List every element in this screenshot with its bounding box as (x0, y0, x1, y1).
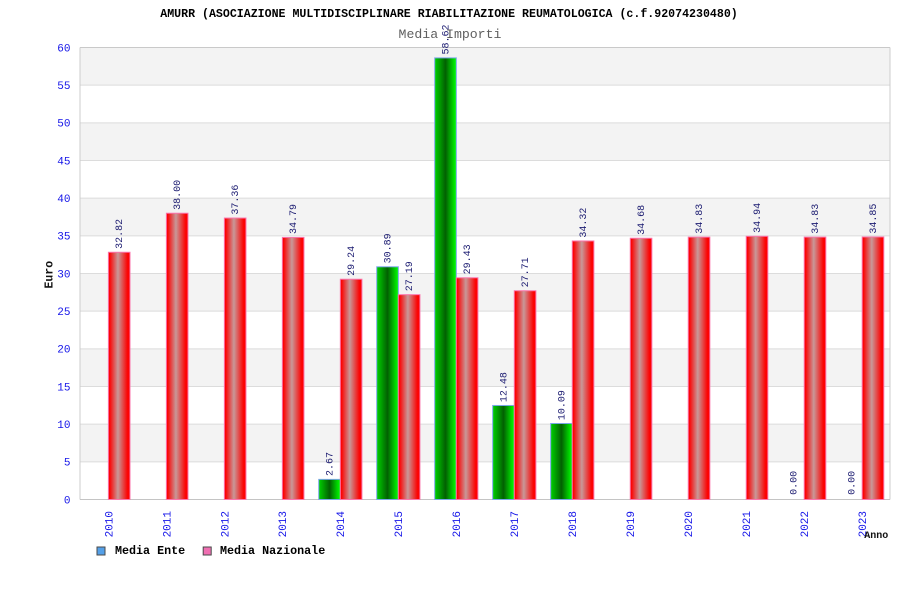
svg-text:2023: 2023 (858, 511, 870, 537)
svg-text:2018: 2018 (568, 511, 580, 537)
svg-text:0.00: 0.00 (847, 471, 858, 495)
svg-text:2010: 2010 (104, 511, 116, 537)
svg-text:34.83: 34.83 (695, 204, 706, 234)
svg-text:27.71: 27.71 (521, 257, 532, 287)
svg-text:2020: 2020 (684, 511, 696, 537)
svg-text:27.19: 27.19 (405, 261, 416, 291)
svg-text:38.00: 38.00 (173, 180, 184, 210)
svg-text:30.89: 30.89 (383, 233, 394, 263)
svg-text:32.82: 32.82 (115, 219, 126, 249)
svg-text:34.83: 34.83 (811, 204, 822, 234)
svg-text:Anno: Anno (864, 531, 888, 542)
svg-text:10: 10 (57, 420, 70, 432)
svg-text:0: 0 (64, 495, 71, 507)
svg-text:Euro: Euro (44, 261, 57, 289)
svg-text:34.79: 34.79 (289, 204, 300, 234)
svg-text:AMURR (ASOCIAZIONE MULTIDISCIP: AMURR (ASOCIAZIONE MULTIDISCIPLINARE RIA… (160, 8, 737, 21)
svg-text:2021: 2021 (742, 511, 754, 538)
svg-text:2022: 2022 (800, 511, 812, 537)
svg-text:12.48: 12.48 (499, 372, 510, 402)
svg-text:2013: 2013 (278, 511, 290, 537)
svg-text:55: 55 (57, 81, 70, 93)
svg-text:2012: 2012 (220, 511, 232, 537)
svg-text:58.62: 58.62 (441, 24, 452, 54)
svg-text:29.43: 29.43 (463, 244, 474, 274)
svg-text:60: 60 (57, 43, 70, 55)
svg-text:2016: 2016 (452, 511, 464, 537)
svg-text:25: 25 (57, 307, 70, 319)
svg-text:45: 45 (57, 156, 70, 168)
svg-text:2011: 2011 (162, 511, 174, 538)
svg-text:15: 15 (57, 382, 70, 394)
svg-text:0.00: 0.00 (789, 471, 800, 495)
svg-text:Media Importi: Media Importi (399, 27, 502, 42)
svg-text:29.24: 29.24 (347, 246, 358, 276)
svg-text:10.09: 10.09 (557, 390, 568, 420)
svg-text:34.94: 34.94 (753, 203, 764, 233)
svg-text:34.68: 34.68 (637, 205, 648, 235)
svg-text:2014: 2014 (336, 511, 348, 538)
svg-text:37.36: 37.36 (231, 185, 242, 215)
svg-text:34.85: 34.85 (869, 204, 880, 234)
svg-text:34.32: 34.32 (579, 208, 590, 238)
svg-text:5: 5 (64, 458, 71, 470)
svg-text:35: 35 (57, 232, 70, 244)
svg-text:2015: 2015 (394, 511, 406, 537)
svg-text:Media Nazionale: Media Nazionale (220, 544, 325, 558)
svg-text:2.67: 2.67 (325, 452, 336, 476)
svg-text:20: 20 (57, 345, 70, 357)
svg-text:50: 50 (57, 119, 70, 131)
svg-text:2019: 2019 (626, 511, 638, 537)
svg-text:Media Ente: Media Ente (115, 544, 185, 558)
svg-text:2017: 2017 (510, 511, 522, 537)
svg-text:30: 30 (57, 269, 70, 281)
svg-text:40: 40 (57, 194, 70, 206)
